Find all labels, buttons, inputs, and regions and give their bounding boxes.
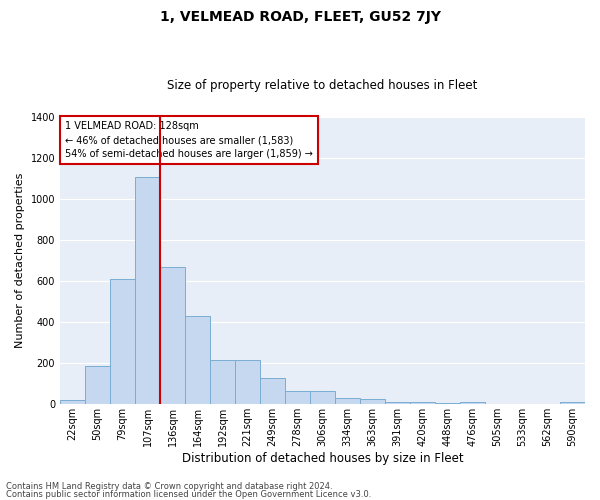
Bar <box>185 316 210 404</box>
Bar <box>160 266 185 404</box>
Bar <box>260 378 285 404</box>
Bar <box>210 360 235 405</box>
Bar <box>560 402 585 404</box>
Text: 1 VELMEAD ROAD: 128sqm
← 46% of detached houses are smaller (1,583)
54% of semi-: 1 VELMEAD ROAD: 128sqm ← 46% of detached… <box>65 121 313 159</box>
Title: Size of property relative to detached houses in Fleet: Size of property relative to detached ho… <box>167 79 478 92</box>
Text: Contains HM Land Registry data © Crown copyright and database right 2024.: Contains HM Land Registry data © Crown c… <box>6 482 332 491</box>
Bar <box>410 402 435 404</box>
Bar <box>235 360 260 405</box>
Bar <box>285 391 310 404</box>
Bar <box>110 279 135 404</box>
Bar <box>310 391 335 404</box>
Text: Contains public sector information licensed under the Open Government Licence v3: Contains public sector information licen… <box>6 490 371 499</box>
Bar <box>435 402 460 404</box>
Y-axis label: Number of detached properties: Number of detached properties <box>15 173 25 348</box>
X-axis label: Distribution of detached houses by size in Fleet: Distribution of detached houses by size … <box>182 452 463 465</box>
Text: 1, VELMEAD ROAD, FLEET, GU52 7JY: 1, VELMEAD ROAD, FLEET, GU52 7JY <box>160 10 440 24</box>
Bar <box>385 402 410 404</box>
Bar <box>60 400 85 404</box>
Bar <box>335 398 360 404</box>
Bar <box>135 178 160 404</box>
Bar <box>360 399 385 404</box>
Bar <box>85 366 110 405</box>
Bar <box>460 402 485 404</box>
